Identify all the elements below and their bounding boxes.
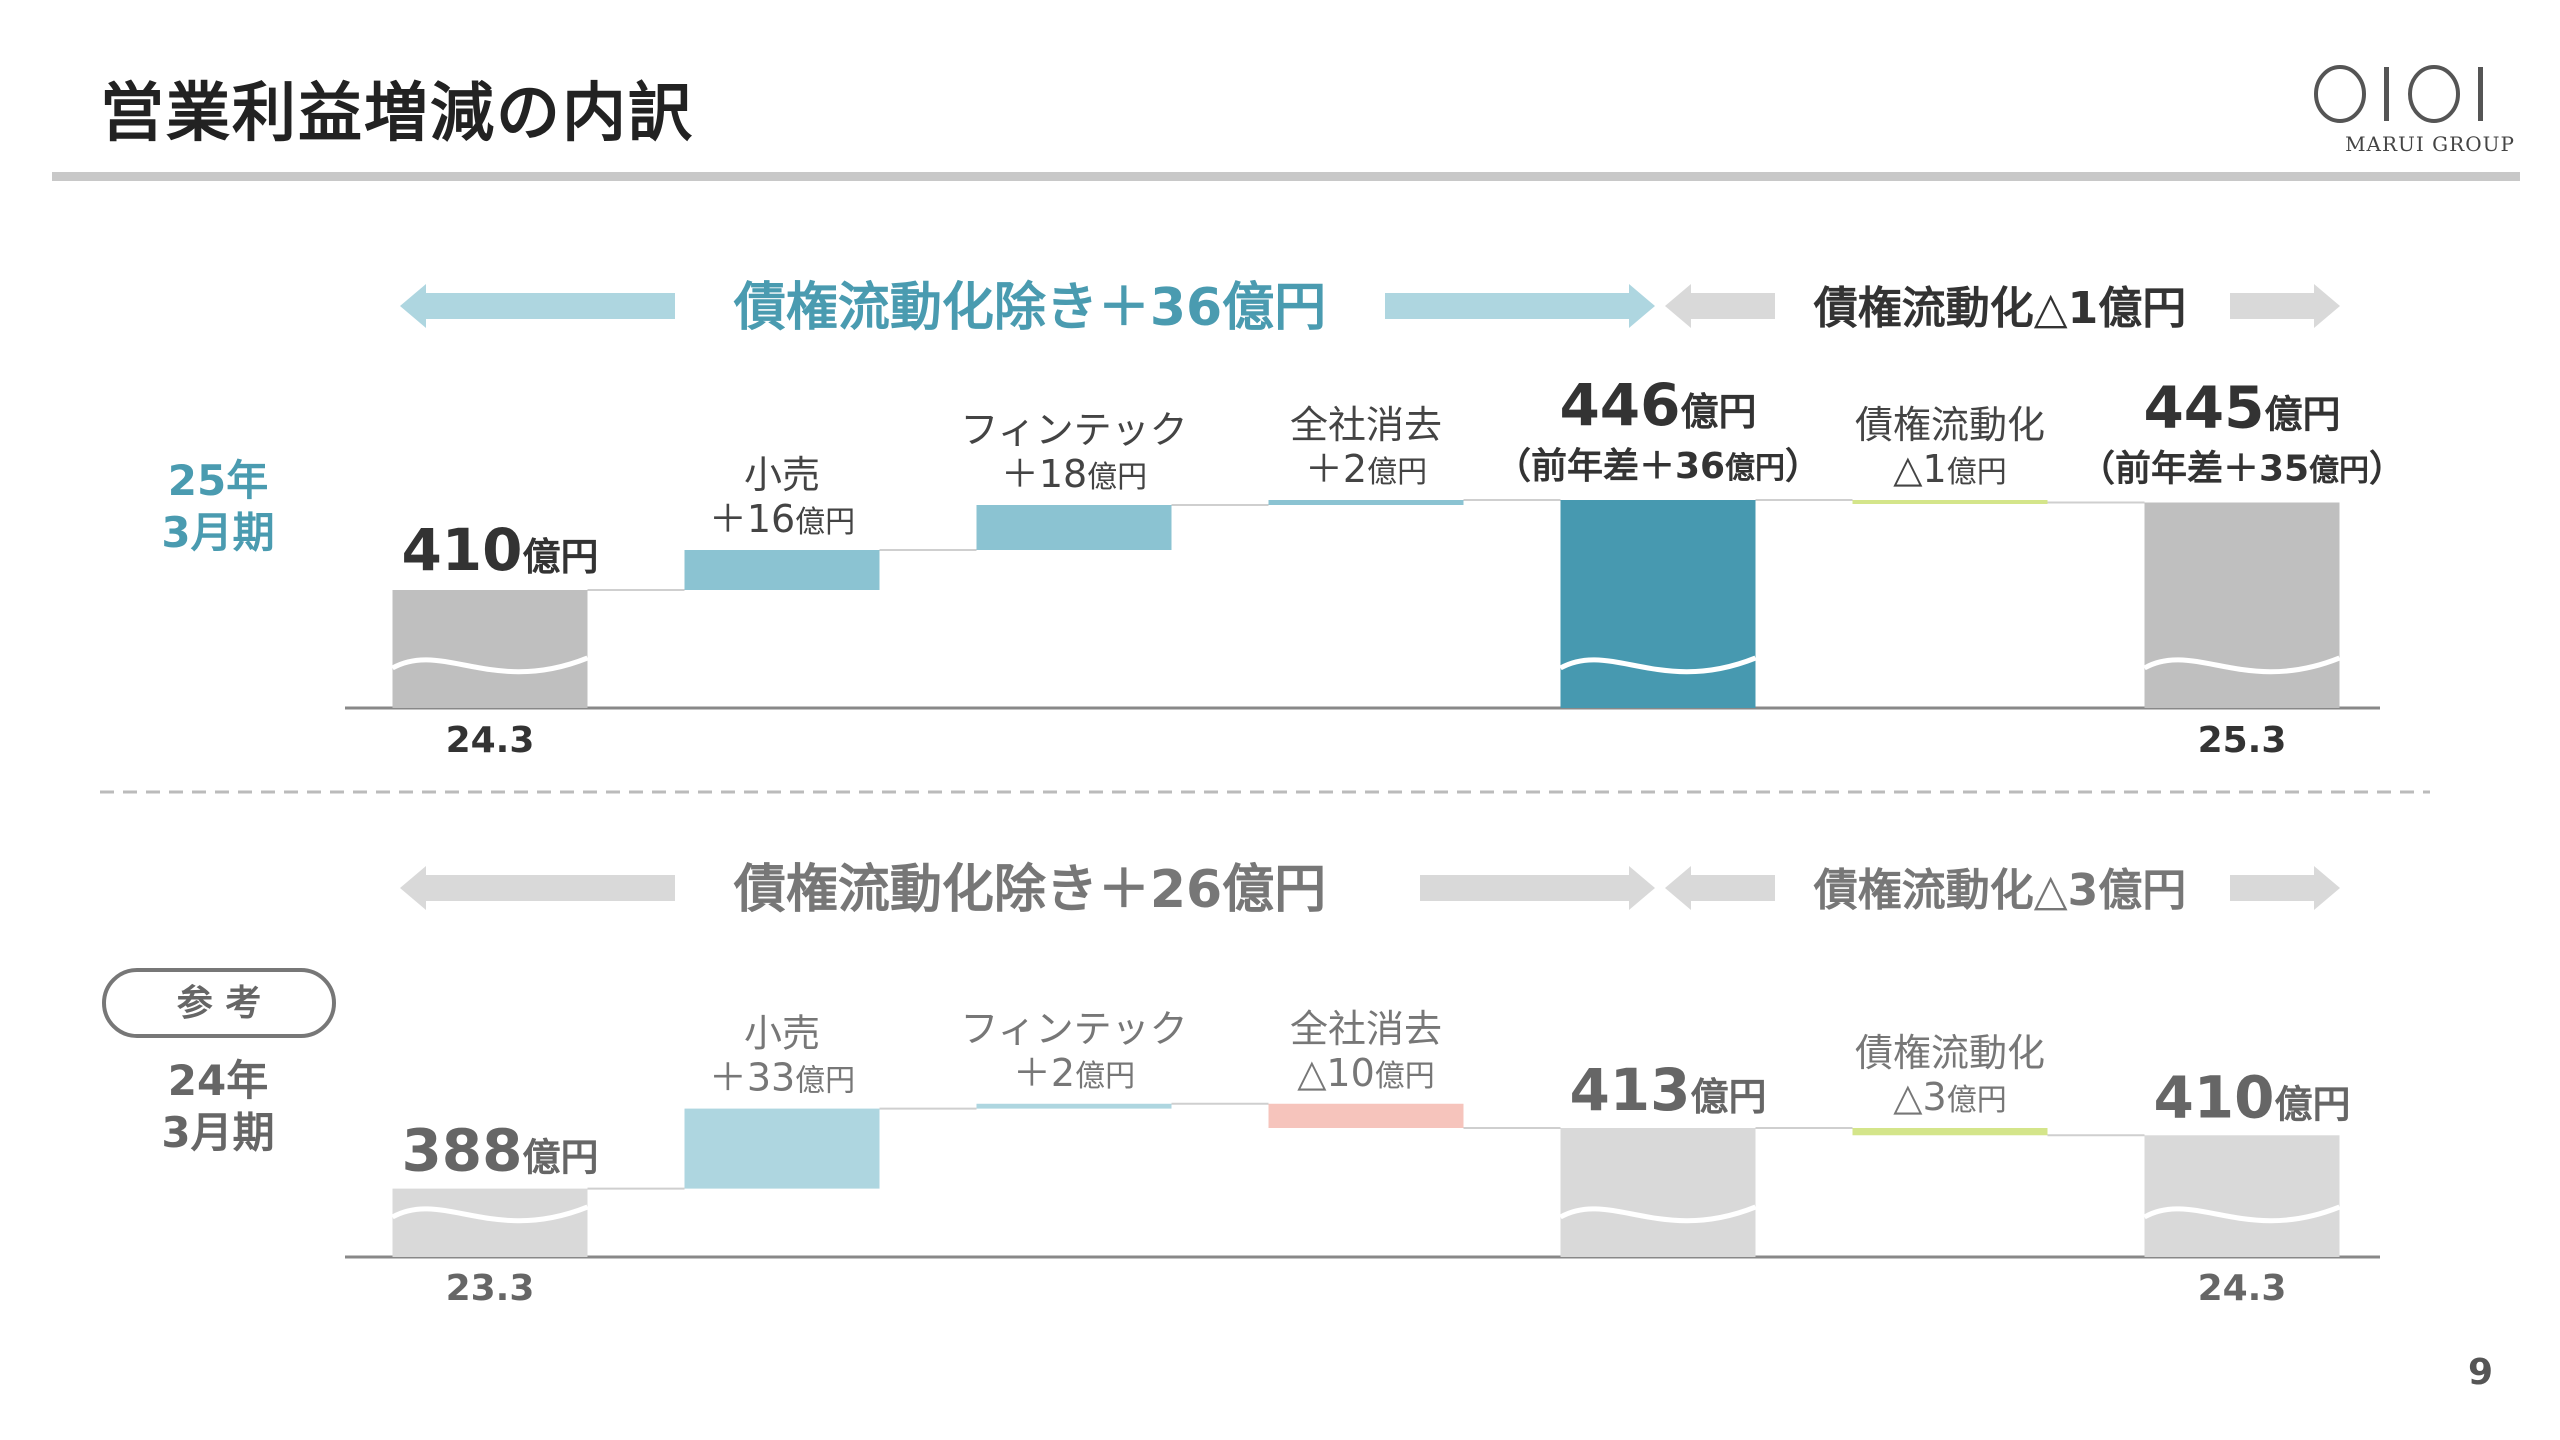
delta-value-label: △10億円	[1297, 1051, 1435, 1095]
bar-break-wave	[1559, 1204, 1757, 1224]
marui-logo	[2314, 65, 2483, 123]
delta-category-label: フィンテック	[960, 408, 1187, 452]
bar-total	[1560, 1128, 1756, 1257]
total-value-label: 446億円	[1559, 371, 1756, 439]
total-value-label: 445億円	[2143, 374, 2340, 442]
period-label: 25年	[168, 456, 268, 505]
bar-delta	[1268, 500, 1464, 505]
bar-break-wave	[1559, 655, 1757, 675]
axis-tick-label: 24.3	[2198, 1268, 2287, 1309]
bar-delta	[976, 1103, 1172, 1109]
title-divider	[52, 172, 2520, 181]
bar-delta	[684, 1108, 880, 1189]
bar-total	[392, 590, 588, 708]
total-value-label: 388億円	[401, 1117, 598, 1185]
delta-category-label: 債権流動化	[1855, 1031, 2045, 1075]
bar-total	[2144, 502, 2340, 708]
delta-category-label: 全社消去	[1290, 1007, 1442, 1051]
delta-category-label: 小売	[744, 1012, 820, 1056]
delta-value-label: ＋18億円	[1001, 452, 1147, 496]
bracket-arrow-right	[1420, 866, 1655, 910]
delta-value-label: ＋2億円	[1305, 447, 1427, 491]
page-number: 9	[2468, 1352, 2494, 1393]
bar-delta	[684, 550, 880, 590]
bracket-arrow-left	[400, 284, 675, 328]
delta-category-label: 債権流動化	[1855, 403, 2045, 447]
bar-break-wave	[2143, 655, 2341, 675]
bracket-label: 債権流動化除き＋36億円	[733, 278, 1326, 338]
delta-value-label: △3億円	[1893, 1075, 2006, 1119]
bar-delta	[1852, 1128, 2048, 1136]
reference-badge	[102, 968, 336, 1038]
bracket-arrow-left	[400, 866, 675, 910]
bar-delta	[976, 505, 1172, 550]
period-label: 3月期	[161, 508, 274, 557]
axis-tick-label: 24.3	[446, 720, 535, 761]
delta-value-label: ＋2億円	[1013, 1051, 1135, 1095]
bracket-arrow-right	[1385, 284, 1655, 328]
bar-delta	[1268, 1103, 1464, 1128]
delta-value-label: ＋33億円	[709, 1056, 855, 1100]
bar-break-wave	[391, 1204, 589, 1224]
page-title: 営業利益増減の内訳	[100, 77, 694, 151]
delta-category-label: 全社消去	[1290, 403, 1442, 447]
total-value-label: 413億円	[1569, 1056, 1766, 1124]
delta-value-label: △1億円	[1893, 447, 2006, 491]
bracket-arrow-left	[1665, 284, 1775, 328]
bar-total	[1560, 500, 1756, 708]
bracket-arrow-left	[1665, 866, 1775, 910]
total-diff-label: （前年差＋35億円）	[2079, 449, 2405, 490]
period-label: 24年	[168, 1056, 268, 1105]
bar-break-wave	[2143, 1204, 2341, 1224]
axis-tick-label: 23.3	[446, 1268, 535, 1309]
total-diff-label: （前年差＋36億円）	[1495, 446, 1821, 487]
bar-break-wave	[391, 655, 589, 675]
bracket-label: 債権流動化除き＋26億円	[733, 860, 1326, 920]
bracket-arrow-right	[2230, 866, 2340, 910]
bracket-label: 債権流動化△3億円	[1813, 865, 2186, 916]
period-label: 3月期	[161, 1108, 274, 1157]
axis-tick-label: 25.3	[2198, 720, 2287, 761]
bar-delta	[1852, 500, 2048, 504]
bracket-arrow-right	[2230, 284, 2340, 328]
reference-badge-label: 参 考	[177, 983, 262, 1024]
logo-text: MARUI GROUP	[2345, 132, 2515, 156]
bracket-label: 債権流動化△1億円	[1813, 283, 2186, 334]
delta-category-label: フィンテック	[960, 1007, 1187, 1051]
bar-total	[2144, 1135, 2340, 1257]
total-value-label: 410億円	[401, 516, 598, 584]
delta-category-label: 小売	[744, 453, 820, 497]
total-value-label: 410億円	[2153, 1063, 2350, 1131]
bar-total	[392, 1188, 588, 1257]
delta-value-label: ＋16億円	[709, 497, 855, 541]
